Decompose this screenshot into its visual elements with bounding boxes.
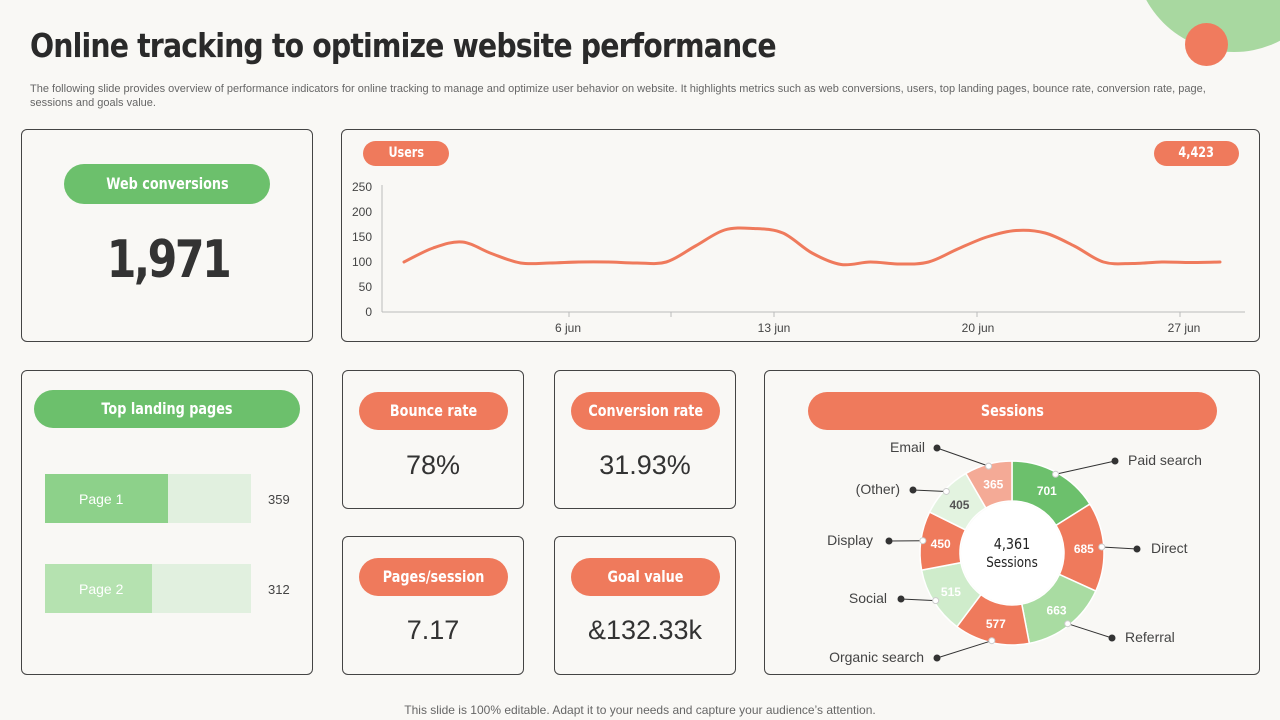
leader-anchor-organic-search xyxy=(988,637,996,645)
goal-value-label: Goal value xyxy=(571,558,720,596)
leader-dot-direct xyxy=(1133,545,1141,553)
footer-note: This slide is 100% editable. Adapt it to… xyxy=(404,703,876,717)
leader-dot-paid-search xyxy=(1111,457,1119,465)
leader-line-referral xyxy=(1067,623,1113,639)
slice-label-organic-search: Organic search xyxy=(829,649,924,665)
sessions-card: Sessions 701 Paid search 685 Direct 663 Refer… xyxy=(764,370,1260,675)
slice-label-direct: Direct xyxy=(1151,540,1188,556)
leader-anchor-referral xyxy=(1064,620,1072,628)
leader-dot-social xyxy=(897,595,905,603)
decorative-orange-circle xyxy=(1185,23,1228,66)
users-total-badge: 4,423 xyxy=(1154,141,1239,166)
slice-label-referral: Referral xyxy=(1125,629,1175,645)
leader-dot-organic-search xyxy=(933,654,941,662)
y-tick-label: 0 xyxy=(365,305,372,319)
slice-value-paid-search: 701 xyxy=(1037,484,1057,498)
web-conversions-card: Web conversions 1,971 xyxy=(21,129,313,342)
x-tick-label: 6 jun xyxy=(555,321,581,335)
pages-session-value: 7.17 xyxy=(406,615,460,645)
sessions-label: Sessions xyxy=(808,392,1217,430)
page-title: Online tracking to optimize website perf… xyxy=(30,26,777,65)
y-tick-label: 250 xyxy=(352,180,372,194)
slice-label-paid-search: Paid search xyxy=(1128,452,1202,468)
users-line-chart: 0 50 100 150 200 250 6 jun 13 jun 20 jun 27 jun xyxy=(352,180,1245,335)
slice-label-other: (Other) xyxy=(856,481,900,497)
leader-line-other xyxy=(912,489,947,492)
y-tick-label: 50 xyxy=(359,280,373,294)
slice-value-email: 365 xyxy=(983,477,1003,491)
slice-value-organic-search: 577 xyxy=(986,617,1006,631)
slice-value-other: 405 xyxy=(949,498,969,512)
leader-anchor-social xyxy=(932,597,940,605)
leader-line-organic-search xyxy=(936,640,992,659)
users-series-line xyxy=(402,226,1222,267)
leader-dot-other xyxy=(909,486,917,494)
slice-value-referral: 663 xyxy=(1047,604,1067,618)
web-conversions-label: Web conversions xyxy=(64,164,270,204)
y-tick-label: 200 xyxy=(352,205,372,219)
slice-label-email: Email xyxy=(890,439,925,455)
slice-label-display: Display xyxy=(827,532,873,548)
sessions-donut-chart: 701 Paid search 685 Direct 663 Referral 577 Org… xyxy=(827,439,1202,665)
page-2-value: 312 xyxy=(268,582,290,597)
pages-session-label: Pages/session xyxy=(359,558,508,596)
leader-line-email xyxy=(936,447,989,467)
leader-anchor-other xyxy=(942,487,950,495)
page-subtitle: The following slide provides overview of… xyxy=(30,83,1206,109)
leader-dot-referral xyxy=(1108,634,1116,642)
pages-session-card: Pages/session 7.17 xyxy=(342,536,524,675)
leader-anchor-direct xyxy=(1098,543,1106,551)
slice-value-social: 515 xyxy=(941,585,961,599)
page-2-label: Page 2 xyxy=(79,580,124,597)
x-tick-label: 13 jun xyxy=(758,321,791,335)
leader-anchor-paid-search xyxy=(1052,470,1060,478)
page-1-bar: Page 1 xyxy=(45,474,169,523)
slice-email xyxy=(964,460,1013,510)
leader-line-social xyxy=(900,598,936,602)
users-card: Users 4,423 0 50 100 150 200 250 6 jun 13 jun 20… xyxy=(341,129,1260,342)
donut-hole xyxy=(961,502,1063,604)
sessions-center-value: 4,361 xyxy=(993,535,1031,553)
leader-dot-email xyxy=(933,444,941,452)
leader-anchor-display xyxy=(919,537,927,545)
y-tick-label: 100 xyxy=(352,255,372,269)
page-1-label: Page 1 xyxy=(79,490,124,507)
web-conversions-value: 1,971 xyxy=(106,230,232,290)
leader-anchor-email xyxy=(985,462,993,470)
goal-value-card: Goal value &132.33k xyxy=(554,536,736,675)
conversion-rate-card: Conversion rate 31.93% xyxy=(554,370,736,509)
slice-value-display: 450 xyxy=(931,537,951,551)
y-tick-label: 150 xyxy=(352,230,372,244)
conversion-rate-label: Conversion rate xyxy=(571,392,720,430)
x-tick-label: 27 jun xyxy=(1168,321,1201,335)
users-label: Users xyxy=(363,141,449,166)
leader-line-direct xyxy=(1101,546,1138,550)
bounce-rate-card: Bounce rate 78% xyxy=(342,370,524,509)
sessions-center-label: Sessions xyxy=(986,555,1038,571)
top-landing-pages-label: Top landing pages xyxy=(34,390,300,428)
leader-line-paid-search xyxy=(1055,460,1116,475)
leader-dot-display xyxy=(885,537,893,545)
page-2-bar: Page 2 xyxy=(45,564,153,613)
x-tick-label: 20 jun xyxy=(962,321,995,335)
bounce-rate-value: 78% xyxy=(405,450,461,480)
bounce-rate-label: Bounce rate xyxy=(359,392,508,430)
slice-label-social: Social xyxy=(849,590,887,606)
goal-value-value: &132.33k xyxy=(587,615,703,645)
slice-value-direct: 685 xyxy=(1074,542,1094,556)
conversion-rate-value: 31.93% xyxy=(599,450,691,480)
top-landing-pages-card: Top landing pages Page 1 359 Page 2 312 xyxy=(21,370,313,675)
page-1-value: 359 xyxy=(268,492,290,507)
